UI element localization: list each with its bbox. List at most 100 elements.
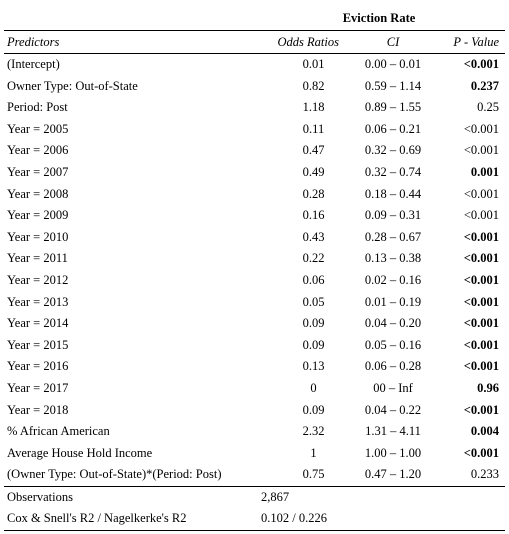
odds-ratio-cell: 0.16 [302, 208, 325, 223]
p-value-cell: <0.001 [463, 143, 499, 158]
p-value-cell: <0.001 [463, 186, 499, 201]
header-p-value: P - Value [433, 30, 505, 54]
p-value-cell: 0.25 [477, 100, 499, 115]
table-row: Year = 2007 0.49 0.32 – 0.74 0.001 [4, 162, 505, 184]
table-row: Year = 2006 0.47 0.32 – 0.69 <0.001 [4, 140, 505, 162]
p-value-cell: <0.001 [463, 337, 499, 352]
table-row: Year = 2016 0.13 0.06 – 0.28 <0.001 [4, 356, 505, 378]
ci-cell: 0.59 – 1.14 [364, 78, 422, 93]
ci-cell: 0.00 – 0.01 [364, 57, 422, 71]
ci-cell: 1.00 – 1.00 [364, 445, 422, 460]
table-title: Eviction Rate [342, 11, 416, 25]
stat-row: Cox & Snell's R2 / Nagelkerke's R2 0.102 … [4, 508, 505, 532]
odds-ratio-cell: 0.49 [302, 164, 325, 179]
ci-cell: 0.04 – 0.22 [364, 402, 422, 417]
table-title-row: Eviction Rate [4, 6, 505, 31]
predictor-cell: Year = 2009 [7, 208, 69, 223]
table-row: Year = 2012 0.06 0.02 – 0.16 <0.001 [4, 270, 505, 292]
ci-cell: 00 – Inf [373, 380, 413, 395]
odds-ratio-cell: 0.28 [302, 186, 325, 201]
odds-ratio-cell: 0.05 [302, 294, 325, 309]
odds-ratio-cell: 2.32 [302, 424, 325, 439]
predictor-cell: Year = 2012 [7, 272, 69, 287]
ci-cell: 0.02 – 0.16 [364, 272, 422, 287]
table-header-row: Predictors Odds Ratios CI P - Value [4, 30, 505, 54]
predictor-cell: Year = 2017 [7, 380, 69, 395]
odds-ratio-cell: 0.82 [302, 78, 325, 93]
predictor-cell: (Intercept) [7, 57, 60, 71]
predictor-cell: Average House Hold Income [7, 445, 153, 460]
p-value-cell: <0.001 [463, 121, 499, 136]
p-value-cell: <0.001 [463, 445, 499, 460]
predictor-cell: (Owner Type: Out-of-State)*(Period: Post… [4, 464, 253, 487]
predictor-cell: Year = 2015 [7, 337, 69, 352]
table-row: % African American 2.32 1.31 – 4.11 0.004 [4, 421, 505, 443]
predictor-cell: Owner Type: Out-of-State [7, 78, 138, 93]
p-value-cell: <0.001 [463, 208, 499, 223]
odds-ratio-cell: 0.13 [302, 359, 325, 374]
odds-ratio-cell: 0.43 [302, 229, 325, 244]
table-row: Year = 2015 0.09 0.05 – 0.16 <0.001 [4, 335, 505, 357]
table-body: (Intercept) 0.01 0.00 – 0.01 <0.001 Owner Ty… [4, 54, 505, 487]
table-row: (Owner Type: Out-of-State)*(Period: Post… [4, 464, 505, 487]
p-value-cell: <0.001 [463, 316, 499, 331]
stat-row: Observations 2,867 [4, 486, 505, 508]
table-row: Year = 2008 0.28 0.18 – 0.44 <0.001 [4, 184, 505, 206]
table-row: Period: Post 1.18 0.89 – 1.55 0.25 [4, 97, 505, 119]
ci-cell: 0.06 – 0.28 [364, 359, 422, 374]
predictor-cell: Year = 2007 [7, 164, 69, 179]
p-value-cell: <0.001 [463, 229, 499, 244]
p-value-cell: <0.001 [463, 57, 499, 71]
header-ci: CI [353, 30, 433, 54]
p-value-cell: <0.001 [463, 272, 499, 287]
table-row: Year = 2017 0 00 – Inf 0.96 [4, 378, 505, 400]
table-row: (Intercept) 0.01 0.00 – 0.01 <0.001 [4, 54, 505, 76]
predictor-cell: Year = 2016 [7, 359, 69, 374]
ci-cell: 0.04 – 0.20 [364, 316, 422, 331]
p-value-cell: <0.001 [463, 359, 499, 374]
title-spacer [4, 6, 253, 31]
p-value-cell: 0.001 [470, 164, 499, 179]
predictor-cell: Year = 2013 [7, 294, 69, 309]
predictor-cell: Period: Post [7, 100, 68, 115]
predictor-cell: Year = 2010 [7, 229, 69, 244]
p-value-cell: <0.001 [463, 294, 499, 309]
odds-ratio-cell: 1 [310, 445, 317, 460]
odds-ratio-cell: 0 [310, 380, 317, 395]
table-row: Year = 2011 0.22 0.13 – 0.38 <0.001 [4, 248, 505, 270]
p-value-cell: <0.001 [463, 402, 499, 417]
ci-cell: 0.18 – 0.44 [364, 186, 422, 201]
ci-cell: 0.13 – 0.38 [364, 251, 422, 266]
odds-ratio-cell: 0.01 [302, 57, 325, 71]
odds-ratio-cell: 0.22 [302, 251, 325, 266]
ci-cell: 0.47 – 1.20 [353, 464, 433, 487]
table-row: Year = 2013 0.05 0.01 – 0.19 <0.001 [4, 292, 505, 314]
predictor-cell: Year = 2014 [7, 316, 69, 331]
table-row: Year = 2018 0.09 0.04 – 0.22 <0.001 [4, 400, 505, 422]
table-row: Year = 2014 0.09 0.04 – 0.20 <0.001 [4, 313, 505, 335]
table-row: Year = 2005 0.11 0.06 – 0.21 <0.001 [4, 119, 505, 141]
stat-value: 0.102 / 0.226 [253, 508, 505, 532]
odds-ratio-cell: 0.11 [302, 121, 325, 136]
ci-cell: 0.32 – 0.69 [364, 143, 422, 158]
p-value-cell: 0.237 [470, 78, 499, 93]
predictor-cell: Year = 2005 [7, 121, 69, 136]
odds-ratio-cell: 0.09 [302, 402, 325, 417]
stat-label: Cox & Snell's R2 / Nagelkerke's R2 [4, 508, 253, 532]
ci-cell: 0.09 – 0.31 [364, 208, 422, 223]
stat-value: 2,867 [261, 489, 290, 504]
p-value-cell: <0.001 [463, 251, 499, 266]
predictor-cell: Year = 2006 [7, 143, 69, 158]
odds-ratio-cell: 0.09 [302, 337, 325, 352]
ci-cell: 0.28 – 0.67 [364, 229, 422, 244]
odds-ratio-cell: 0.47 [302, 143, 325, 158]
predictor-cell: Year = 2008 [7, 186, 69, 201]
ci-cell: 0.05 – 0.16 [364, 337, 422, 352]
ci-cell: 0.06 – 0.21 [364, 121, 422, 136]
ci-cell: 0.01 – 0.19 [364, 294, 422, 309]
odds-ratio-cell: 0.06 [302, 272, 325, 287]
table-row: Average House Hold Income 1 1.00 – 1.00 <0.… [4, 443, 505, 465]
table-stats: Observations 2,867 Cox & Snell's R2 / Nage… [4, 486, 505, 532]
ci-cell: 0.32 – 0.74 [364, 164, 422, 179]
